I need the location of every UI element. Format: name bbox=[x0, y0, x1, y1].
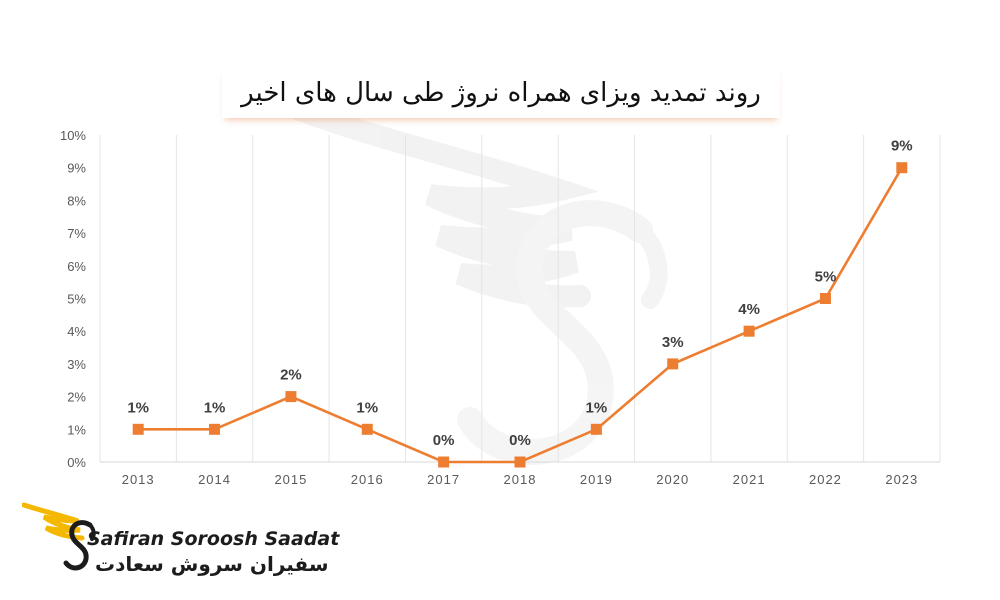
series-markers bbox=[132, 162, 908, 468]
data-label: 2% bbox=[280, 367, 302, 384]
x-tick-label: 2023 bbox=[885, 472, 918, 487]
x-tick-label: 2014 bbox=[198, 472, 231, 487]
y-tick-label: 7% bbox=[67, 226, 86, 241]
data-point-marker bbox=[667, 358, 679, 370]
chart-title: روند تمدید ویزای همراه نروژ طی سال های ا… bbox=[241, 78, 761, 108]
data-label: 1% bbox=[356, 399, 378, 416]
data-point-marker bbox=[896, 162, 908, 174]
vertical-gridlines bbox=[99, 135, 941, 462]
data-label: 0% bbox=[433, 432, 455, 449]
x-axis-ticks: 2013 2014 2015 2016 2017 2018 2019 2020 2021 2022… bbox=[122, 472, 918, 487]
data-label: 9% bbox=[891, 138, 913, 155]
chart-title-box: روند تمدید ویزای همراه نروژ طی سال های ا… bbox=[222, 68, 780, 118]
data-label: 3% bbox=[662, 334, 684, 351]
y-tick-label: 10% bbox=[60, 128, 86, 143]
y-tick-label: 2% bbox=[67, 390, 86, 405]
x-tick-label: 2022 bbox=[809, 472, 842, 487]
data-point-marker bbox=[361, 423, 373, 435]
data-label: 1% bbox=[127, 399, 149, 416]
logo-text-en: Safiran Soroosh Saadat bbox=[87, 528, 340, 550]
data-point-marker bbox=[819, 293, 831, 304]
y-tick-label: 0% bbox=[67, 455, 86, 470]
data-point-marker bbox=[132, 423, 144, 435]
y-tick-label: 3% bbox=[67, 357, 86, 372]
data-label: 1% bbox=[204, 399, 226, 416]
logo-wing-icon bbox=[22, 502, 96, 571]
data-label: 0% bbox=[509, 432, 531, 449]
data-point-marker bbox=[514, 456, 526, 468]
data-point-marker bbox=[590, 423, 602, 435]
brand-logo-icon bbox=[22, 502, 96, 571]
y-tick-label: 5% bbox=[67, 292, 86, 307]
x-tick-label: 2013 bbox=[122, 472, 155, 487]
x-tick-label: 2017 bbox=[427, 472, 460, 487]
y-axis-ticks: 0% 1% 2% 3% 4% 5% 6% 7% 8% 9% 10% bbox=[60, 128, 86, 470]
y-tick-label: 1% bbox=[67, 422, 86, 437]
x-tick-label: 2018 bbox=[504, 472, 537, 487]
x-tick-label: 2019 bbox=[580, 472, 613, 487]
y-tick-label: 4% bbox=[67, 324, 86, 339]
y-tick-label: 9% bbox=[67, 161, 86, 176]
data-point-marker bbox=[285, 391, 297, 403]
data-point-marker bbox=[438, 456, 450, 468]
watermark-swan bbox=[289, 99, 668, 465]
logo-text-fa: سفیران سروش سعادت bbox=[95, 552, 329, 576]
data-labels: 1% 1% 2% 1% 0% 0% 1% 3% 4% 5% 9% bbox=[127, 138, 912, 449]
x-tick-label: 2015 bbox=[274, 472, 307, 487]
data-label: 1% bbox=[586, 399, 608, 416]
y-tick-label: 6% bbox=[67, 259, 86, 274]
x-tick-label: 2021 bbox=[733, 472, 766, 487]
data-point-marker bbox=[209, 423, 221, 435]
x-tick-label: 2016 bbox=[351, 472, 384, 487]
y-tick-label: 8% bbox=[67, 193, 86, 208]
data-point-marker bbox=[743, 325, 755, 337]
data-label: 5% bbox=[815, 269, 837, 286]
data-label: 4% bbox=[738, 301, 760, 318]
x-tick-label: 2020 bbox=[656, 472, 689, 487]
